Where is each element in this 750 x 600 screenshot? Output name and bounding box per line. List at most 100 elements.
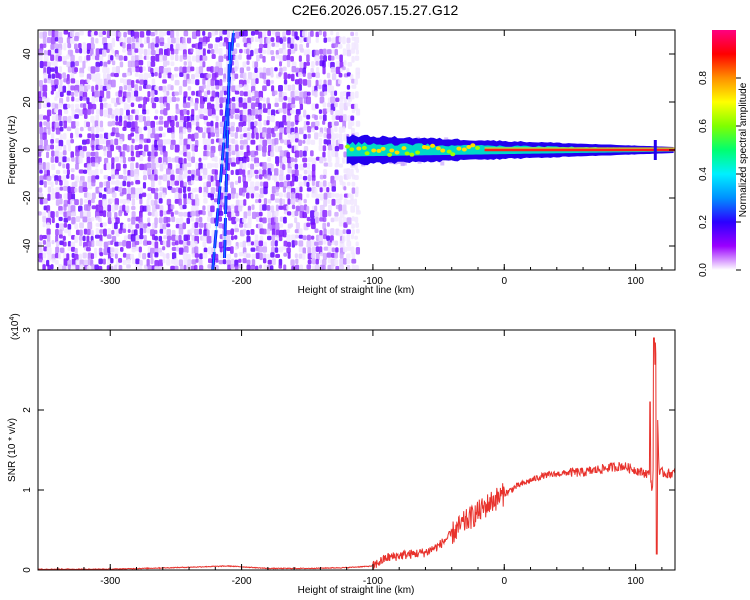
noise-cell — [354, 43, 359, 50]
x-tick-label: -200 — [232, 576, 252, 587]
noise-cell — [106, 162, 111, 170]
noise-cell — [322, 67, 326, 75]
noise-cell — [262, 49, 267, 55]
noise-cell — [182, 66, 187, 74]
noise-cell — [346, 67, 350, 74]
noise-cell — [99, 222, 104, 228]
noise-cell — [114, 169, 119, 176]
noise-cell — [335, 97, 340, 103]
noise-cell — [239, 162, 243, 169]
noise-cell — [94, 162, 99, 168]
noise-cell — [170, 169, 175, 175]
noise-cell — [134, 72, 139, 78]
noise-cell — [134, 84, 139, 91]
noise-cell — [163, 60, 168, 67]
noise-cell — [262, 132, 267, 138]
noise-cell — [247, 72, 253, 80]
noise-cell — [90, 151, 96, 157]
noise-cell — [118, 31, 122, 38]
noise-cell — [202, 205, 206, 211]
colorbar-tick-label: 0.0 — [698, 263, 709, 277]
noise-cell — [258, 198, 262, 204]
noise-cell — [122, 126, 127, 131]
noise-cell — [291, 30, 295, 37]
noise-cell — [235, 144, 239, 152]
noise-cell — [150, 97, 155, 104]
signal-halo-cell — [396, 159, 401, 164]
noise-cell — [174, 265, 179, 270]
noise-cell — [355, 108, 361, 116]
noise-cell — [287, 156, 292, 164]
noise-cell — [214, 30, 219, 36]
noise-cell — [258, 31, 263, 39]
noise-cell — [198, 162, 203, 170]
noise-cell — [123, 115, 128, 120]
noise-cell — [182, 108, 187, 115]
noise-cell — [210, 103, 215, 110]
noise-cell — [191, 144, 196, 152]
noise-cell — [319, 156, 324, 164]
noise-cell — [106, 181, 111, 189]
noise-cell — [234, 252, 238, 258]
noise-cell — [87, 241, 93, 247]
noise-cell — [118, 145, 122, 153]
noise-cell — [67, 66, 73, 73]
noise-cell — [319, 187, 323, 193]
noise-cell — [138, 103, 143, 109]
noise-cell — [166, 210, 171, 215]
noise-cell — [83, 114, 88, 119]
noise-cell — [215, 96, 219, 105]
noise-cell — [211, 108, 216, 116]
noise-cell — [62, 241, 67, 247]
noise-cell — [178, 223, 183, 230]
noise-cell — [247, 210, 252, 217]
noise-cell — [251, 204, 255, 211]
noise-cell — [102, 138, 107, 145]
noise-cell — [79, 240, 83, 247]
noise-cell — [294, 150, 300, 158]
colorbar-tick-label: 0.4 — [698, 167, 709, 181]
noise-cell — [335, 156, 340, 164]
noise-cell — [46, 151, 50, 159]
noise-cell — [206, 66, 212, 72]
noise-cell — [258, 102, 262, 111]
noise-cell — [87, 126, 93, 132]
noise-cell — [231, 187, 236, 195]
noise-cell — [42, 96, 46, 103]
noise-cell — [242, 121, 247, 127]
noise-cell — [114, 72, 119, 78]
noise-cell — [318, 240, 323, 246]
noise-cell — [51, 73, 56, 79]
noise-cell — [282, 108, 287, 114]
noise-cell — [131, 216, 136, 225]
noise-cell — [231, 102, 236, 110]
noise-cell — [303, 145, 309, 152]
noise-cell — [131, 138, 135, 144]
noise-cell — [122, 163, 127, 169]
noise-cell — [338, 115, 344, 123]
noise-cell — [202, 138, 208, 145]
noise-cell — [251, 132, 255, 139]
noise-cell — [254, 67, 258, 73]
noise-cell — [274, 210, 279, 217]
noise-cell — [302, 72, 306, 77]
noise-cell — [198, 228, 202, 235]
noise-cell — [239, 90, 244, 97]
noise-cell — [166, 48, 170, 57]
noise-cell — [282, 198, 286, 205]
noise-cell — [351, 264, 355, 270]
noise-cell — [154, 229, 158, 235]
noise-cell — [246, 156, 250, 163]
noise-cell — [278, 48, 284, 54]
noise-cell — [175, 235, 179, 241]
noise-cell — [179, 55, 183, 62]
noise-cell — [199, 168, 204, 174]
noise-cell — [106, 234, 112, 239]
noise-cell — [346, 229, 351, 235]
noise-cell — [126, 79, 132, 86]
noise-cell — [111, 60, 116, 66]
noise-cell — [166, 229, 172, 236]
noise-cell — [78, 186, 84, 193]
noise-cell — [130, 253, 135, 260]
noise-cell — [171, 157, 176, 163]
